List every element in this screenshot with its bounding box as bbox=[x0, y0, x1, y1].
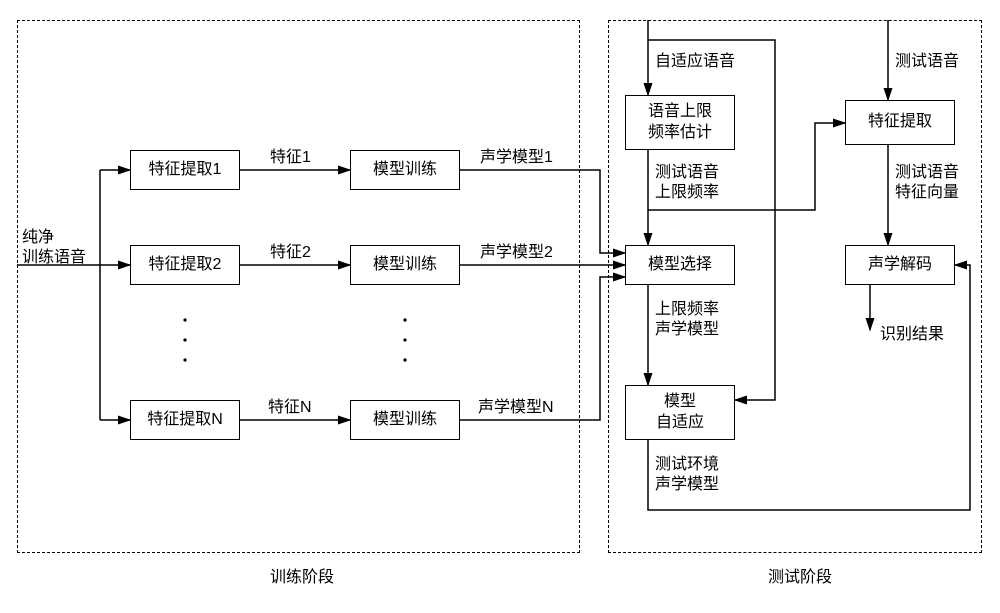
diagram-canvas: 训练阶段 测试阶段 纯净 训练语音 特征提取1 特征提取2 特征提取N 模型训练… bbox=[0, 0, 1000, 613]
acoustic-decode-box: 声学解码 bbox=[845, 245, 955, 285]
adapt-speech-label: 自适应语音 bbox=[655, 52, 735, 72]
amN-label: 声学模型N bbox=[478, 398, 554, 418]
ulf-label: 测试语音 上限频率 bbox=[655, 163, 719, 203]
model-train-n: 模型训练 bbox=[350, 400, 460, 440]
feature-extract-1: 特征提取1 bbox=[130, 150, 240, 190]
feature-extract-2: 特征提取2 bbox=[130, 245, 240, 285]
feat1-label: 特征1 bbox=[270, 148, 311, 168]
test-speech-label: 测试语音 bbox=[895, 52, 959, 72]
ulf-estimate-box: 语音上限 频率估计 bbox=[625, 95, 735, 150]
featN-label: 特征N bbox=[268, 398, 312, 418]
result-label: 识别结果 bbox=[880, 325, 944, 345]
clean-speech-label: 纯净 训练语音 bbox=[22, 228, 86, 268]
env-model-label: 测试环境 声学模型 bbox=[655, 455, 719, 495]
model-train-1: 模型训练 bbox=[350, 150, 460, 190]
model-train-2: 模型训练 bbox=[350, 245, 460, 285]
model-adapt-box: 模型 自适应 bbox=[625, 385, 735, 440]
ulf-model-label: 上限频率 声学模型 bbox=[655, 300, 719, 340]
feature-extract-test-box: 特征提取 bbox=[845, 100, 955, 145]
model-select-box: 模型选择 bbox=[625, 245, 735, 285]
am2-label: 声学模型2 bbox=[480, 243, 553, 263]
test-fv-label: 测试语音 特征向量 bbox=[895, 163, 959, 203]
test-panel-label: 测试阶段 bbox=[768, 568, 832, 588]
am1-label: 声学模型1 bbox=[480, 148, 553, 168]
train-panel-label: 训练阶段 bbox=[270, 568, 334, 588]
train-panel bbox=[17, 20, 580, 553]
feature-extract-n: 特征提取N bbox=[130, 400, 240, 440]
feat2-label: 特征2 bbox=[270, 243, 311, 263]
